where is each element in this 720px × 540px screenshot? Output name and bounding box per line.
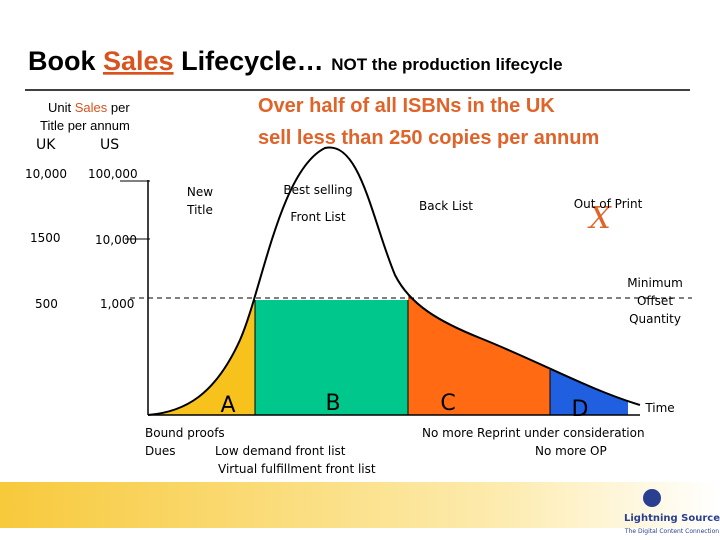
callout: Over half of all ISBNs in the UK [258,95,555,117]
segment-label: D [572,397,589,422]
footer-band [0,482,720,528]
segment-label: A [220,393,235,418]
region-b [255,300,408,416]
title: Book Sales Lifecycle… NOT the production… [28,46,563,76]
minimum-label: Minimum [627,276,683,290]
stage-label: Out of Print [574,197,643,211]
stage-label: Front List [290,210,345,224]
column-head: US [100,137,119,153]
uk-value: 10,000 [25,167,67,181]
axis-label: Title per annum [40,118,130,133]
callout: sell less than 250 copies per annum [258,127,599,149]
axis-label: Unit Sales per [48,100,130,115]
brand: Lightning Source [624,513,720,524]
us-value: 1,000 [100,297,134,311]
region-a [148,147,255,416]
logo-mark [643,489,661,507]
minimum-label: Quantity [629,312,681,326]
note: Low demand front list [215,444,346,458]
note: No more Reprint under consideration [422,426,645,440]
note: Bound proofs [145,426,225,440]
note: Virtual fulfillment front list [218,462,376,476]
stage-label: Best selling [283,183,352,197]
stage-label: New [187,185,213,199]
segment-label: B [325,391,340,416]
note: No more OP [535,444,607,458]
stage-label: Title [186,203,213,217]
stage-label: Back List [419,199,473,213]
minimum-label: Offset [637,294,673,308]
tagline: The Digital Content Connection [624,528,719,535]
segment-label: C [440,391,455,416]
uk-value: 500 [35,297,58,311]
us-value: 100,000 [88,167,138,181]
lifecycle-curve [147,146,641,416]
column-head: UK [36,137,56,153]
us-value: 10,000 [95,233,137,247]
x-axis-label: Time [644,401,674,415]
out-mark: X [587,201,612,236]
uk-value: 1500 [30,231,61,245]
note: Dues [145,444,175,458]
